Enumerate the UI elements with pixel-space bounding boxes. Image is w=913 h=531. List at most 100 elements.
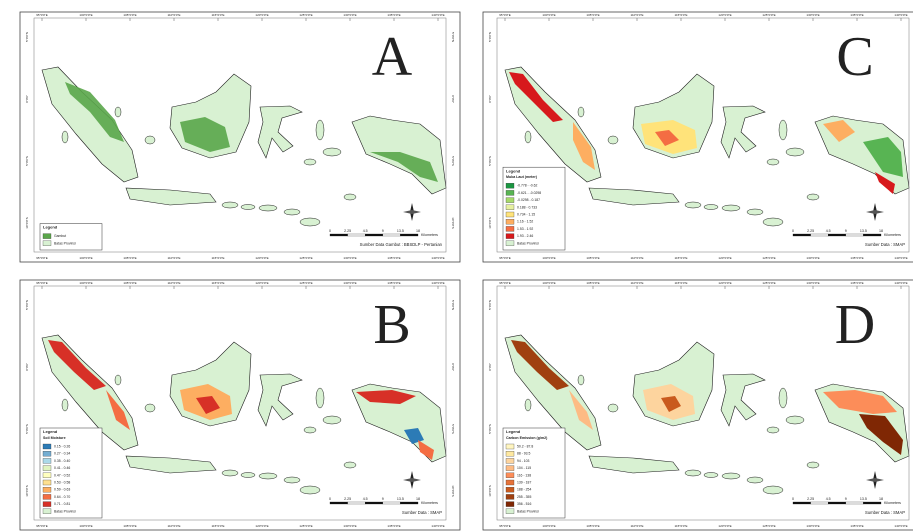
longitude-label: 135°0'0"E: [850, 256, 863, 260]
panel-letter: D: [835, 294, 875, 356]
longitude-label: 140°0'0"E: [894, 524, 907, 528]
legend-subtitle: Muka Laut (meter): [506, 175, 538, 179]
scale-label: 18: [416, 497, 420, 501]
legend-swatch: [506, 458, 514, 463]
longitude-label: 130°0'0"E: [343, 524, 356, 528]
longitude-label: 105°0'0"E: [586, 13, 599, 17]
longitude-label: 110°0'0"E: [631, 281, 644, 285]
scale-label: 18: [879, 229, 883, 233]
latitude-label: 5°0'0"N: [488, 32, 492, 42]
longitude-label: 95°0'0"E: [499, 524, 511, 528]
scale-unit: Kilometers: [421, 233, 438, 237]
legend-swatch: [506, 219, 514, 224]
longitude-label: 125°0'0"E: [762, 13, 775, 17]
longitude-label: 135°0'0"E: [387, 13, 400, 17]
map-panel: 95°0'0"E95°0'0"E100°0'0"E100°0'0"E105°0'…: [20, 280, 460, 530]
scale-segment: [365, 234, 383, 236]
longitude-label: 130°0'0"E: [343, 281, 356, 285]
latitude-label: 0°0'0": [25, 95, 29, 103]
scale-segment: [828, 502, 846, 504]
longitude-label: 125°0'0"E: [762, 281, 775, 285]
legend-swatch: [506, 226, 514, 231]
legend-title: Legend: [43, 225, 58, 230]
longitude-label: 135°0'0"E: [387, 256, 400, 260]
legend-title: Legend: [43, 429, 58, 434]
legend-swatch: [506, 190, 514, 195]
legend-label: 1.93 - 2.46: [517, 234, 533, 238]
legend-swatch: [43, 494, 51, 499]
longitude-label: 135°0'0"E: [387, 281, 400, 285]
longitude-label: 110°0'0"E: [168, 281, 181, 285]
legend-label: Batas Provinsi: [517, 241, 539, 245]
longitude-label: 100°0'0"E: [542, 256, 555, 260]
scale-label: 13.5: [860, 497, 867, 501]
longitude-label: 110°0'0"E: [631, 256, 644, 260]
longitude-label: 140°0'0"E: [431, 281, 444, 285]
longitude-label: 95°0'0"E: [36, 524, 48, 528]
legend-swatch: [506, 444, 514, 449]
longitude-label: 130°0'0"E: [343, 256, 356, 260]
legend-label: Batas Provinsi: [54, 509, 76, 513]
legend-label: 0.59 - 0.63: [54, 488, 70, 492]
scale-label: 13.5: [397, 229, 404, 233]
legend-swatch: [43, 466, 51, 471]
scale-label: 9: [382, 229, 384, 233]
legend-label: 94 - 103: [517, 459, 530, 463]
panel-letter: B: [373, 294, 410, 356]
legend-label: 1.16 - 1.52: [517, 220, 533, 224]
scale-segment: [330, 502, 348, 504]
legend-swatch: [506, 234, 514, 239]
latitude-label: 5°0'0"S: [25, 424, 29, 434]
longitude-label: 115°0'0"E: [675, 256, 688, 260]
legend-label: Gambut: [54, 234, 66, 238]
scale-label: 18: [879, 497, 883, 501]
scale-segment: [828, 234, 846, 236]
latitude-label: 5°0'0"N: [451, 300, 455, 310]
scale-label: 2.25: [344, 229, 351, 233]
latitude-label: 5°0'0"S: [488, 424, 492, 434]
scale-label: 4.5: [363, 497, 368, 501]
scale-segment: [383, 234, 401, 236]
longitude-label: 95°0'0"E: [36, 281, 48, 285]
longitude-label: 135°0'0"E: [387, 524, 400, 528]
scale-unit: Kilometers: [884, 501, 901, 505]
scale-segment: [863, 234, 881, 236]
legend-label: 116 - 138: [517, 473, 531, 477]
scale-label: 9: [382, 497, 384, 501]
legend-label: 0.734 - 1.15: [517, 212, 535, 216]
latitude-label: 5°0'0"S: [25, 156, 29, 166]
legend-label: 0.27 - 0.34: [54, 452, 70, 456]
legend-swatch: [506, 480, 514, 485]
longitude-label: 100°0'0"E: [79, 256, 92, 260]
longitude-label: 110°0'0"E: [168, 13, 181, 17]
latitude-label: 10°0'0"S: [488, 485, 492, 497]
latitude-label: 0°0'0": [25, 363, 29, 371]
legend-swatch: [43, 444, 51, 449]
scale-label: 4.5: [826, 497, 831, 501]
longitude-label: 130°0'0"E: [806, 524, 819, 528]
scale-label: 9: [845, 497, 847, 501]
longitude-label: 135°0'0"E: [850, 281, 863, 285]
latitude-label: 10°0'0"S: [25, 485, 29, 497]
longitude-label: 125°0'0"E: [762, 524, 775, 528]
legend-swatch: [506, 509, 514, 514]
latitude-label: 10°0'0"S: [488, 217, 492, 229]
longitude-label: 140°0'0"E: [431, 524, 444, 528]
legend-label: 104 - 115: [517, 466, 531, 470]
longitude-label: 125°0'0"E: [299, 524, 312, 528]
legend-label: 50.2 - 87.8: [517, 444, 533, 448]
legend-swatch: [506, 205, 514, 210]
scale-segment: [383, 502, 401, 504]
longitude-label: 115°0'0"E: [675, 281, 688, 285]
scale-segment: [811, 502, 829, 504]
longitude-label: 140°0'0"E: [894, 13, 907, 17]
legend-swatch: [43, 502, 51, 507]
latitude-label: 5°0'0"N: [451, 32, 455, 42]
legend-label: 188 - 254: [517, 488, 531, 492]
longitude-label: 95°0'0"E: [499, 256, 511, 260]
data-source: Sumber Data : SMAP: [865, 242, 905, 247]
legend-swatch: [506, 183, 514, 188]
map-panel: 95°0'0"E95°0'0"E100°0'0"E100°0'0"E105°0'…: [20, 12, 460, 262]
longitude-label: 100°0'0"E: [79, 281, 92, 285]
longitude-label: 130°0'0"E: [806, 256, 819, 260]
